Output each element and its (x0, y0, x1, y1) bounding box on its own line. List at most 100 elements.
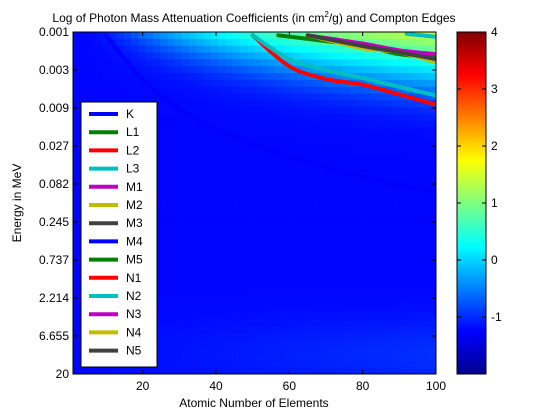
heatmap-cell (94, 79, 103, 88)
heatmap-cell (290, 312, 299, 320)
heatmap-cell (167, 209, 176, 218)
heatmap-cell (327, 203, 335, 211)
heatmap-cell (189, 346, 198, 355)
heatmap-cell (377, 120, 386, 129)
heatmap-cell (370, 161, 379, 170)
heatmap-cell (160, 285, 168, 293)
heatmap-cell (290, 120, 299, 129)
heatmap-cell (370, 230, 379, 238)
heatmap-cell (428, 196, 436, 204)
heatmap-cell (87, 79, 96, 88)
heatmap-cell (319, 326, 328, 334)
heatmap-cell (406, 271, 415, 279)
heatmap-cell (123, 73, 132, 81)
heatmap-cell (283, 120, 292, 129)
heatmap-cell (377, 66, 386, 74)
heatmap-cell (428, 148, 436, 156)
heatmap-cell (203, 332, 212, 341)
heatmap-cell (428, 244, 436, 252)
heatmap-cell (181, 278, 190, 286)
heatmap-cell (392, 38, 401, 47)
heatmap-cell (392, 244, 401, 252)
heatmap-cell (73, 332, 81, 341)
heatmap-cell (363, 298, 372, 307)
heatmap-cell (341, 148, 350, 156)
heatmap-cell (167, 161, 176, 170)
heatmap-cell (377, 319, 386, 327)
heatmap-cell (232, 161, 241, 170)
heatmap-cell (239, 38, 248, 47)
heatmap-cell (152, 66, 161, 74)
heatmap-cell (377, 189, 386, 197)
heatmap-cell (123, 38, 132, 47)
heatmap-cell (283, 161, 292, 170)
heatmap-cell (276, 120, 285, 129)
heatmap-cell (174, 367, 183, 374)
heatmap-cell (269, 209, 277, 218)
heatmap-cell (210, 367, 219, 374)
heatmap-cell (225, 271, 234, 279)
heatmap-cell (181, 271, 190, 279)
heatmap-cell (348, 209, 357, 218)
heatmap-cell (283, 291, 292, 300)
heatmap-cell (421, 155, 430, 163)
heatmap-cell (377, 339, 386, 348)
heatmap-cell (377, 326, 386, 334)
heatmap-cell (254, 203, 263, 211)
heatmap-cell (167, 326, 176, 334)
colorbar-tick-label: 2 (491, 139, 498, 153)
colorbar-tick-label: -1 (491, 310, 502, 324)
heatmap-cell (239, 175, 248, 184)
heatmap-cell (356, 264, 364, 272)
heatmap-cell (341, 326, 350, 334)
heatmap-cell (102, 86, 110, 95)
heatmap-cell (167, 93, 176, 101)
heatmap-cell (399, 59, 408, 67)
heatmap-cell (181, 86, 190, 95)
heatmap-cell (356, 203, 364, 211)
heatmap-cell (356, 148, 364, 156)
heatmap-cell (327, 196, 335, 204)
heatmap-cell (406, 107, 415, 115)
heatmap-cell (414, 360, 423, 368)
heatmap-cell (377, 346, 386, 355)
legend-label: L2 (126, 143, 140, 157)
heatmap-cell (196, 203, 205, 211)
heatmap-cell (370, 271, 379, 279)
heatmap-cell (283, 93, 292, 101)
heatmap-cell (276, 100, 285, 108)
heatmap-cell (261, 326, 270, 334)
heatmap-cell (247, 346, 256, 355)
heatmap-cell (232, 271, 241, 279)
heatmap-cell (73, 278, 81, 286)
heatmap-cell (341, 305, 350, 314)
heatmap-cell (109, 367, 118, 374)
heatmap-cell (385, 134, 394, 143)
heatmap-cell (80, 93, 89, 101)
heatmap-cell (305, 216, 314, 225)
heatmap-cell (377, 38, 386, 47)
heatmap-cell (181, 339, 190, 348)
heatmap-cell (174, 161, 183, 170)
heatmap-cell (254, 168, 263, 177)
edge-line-n1 (404, 32, 436, 39)
heatmap-cell (341, 250, 350, 259)
heatmap-cell (363, 127, 372, 136)
heatmap-cell (392, 250, 401, 259)
heatmap-cell (269, 175, 277, 184)
heatmap-cell (385, 189, 394, 197)
heatmap-cell (414, 367, 423, 374)
heatmap-cell (327, 182, 335, 190)
heatmap-cell (261, 257, 270, 266)
heatmap-cell (123, 32, 132, 40)
heatmap-cell (341, 155, 350, 163)
heatmap-cell (377, 155, 386, 163)
heatmap-cell (210, 244, 219, 252)
heatmap-cell (392, 346, 401, 355)
heatmap-cell (421, 189, 430, 197)
heatmap-cell (167, 86, 176, 95)
heatmap-cell (210, 285, 219, 293)
heatmap-cell (290, 250, 299, 259)
heatmap-cell (174, 291, 183, 300)
heatmap-cell (181, 305, 190, 314)
